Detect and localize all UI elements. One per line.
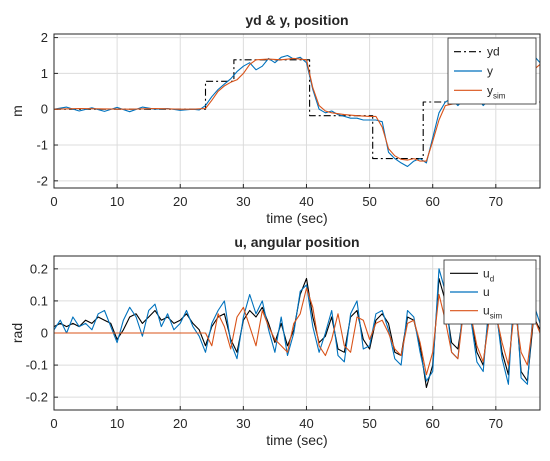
x-tick-label: 50 — [362, 194, 376, 209]
x-axis-label: time (sec) — [266, 210, 327, 226]
legend: yd y ysim — [447, 37, 537, 105]
y-tick-label: -0.2 — [26, 390, 48, 405]
x-tick-label: 40 — [299, 416, 313, 431]
y-axis-label: m — [9, 105, 25, 117]
legend-label-ud: ud — [483, 266, 494, 283]
legend: ud u usim — [443, 259, 537, 325]
legend-label-ysim: ysim — [487, 83, 506, 100]
x-tick-label: 10 — [110, 194, 124, 209]
y-tick-label: -2 — [36, 173, 48, 188]
legend-label-u: u — [483, 285, 490, 299]
chart-title: u, angular position — [234, 234, 359, 250]
x-tick-label: 60 — [425, 416, 439, 431]
y-tick-label: -1 — [36, 138, 48, 153]
axes-box — [53, 255, 541, 411]
y-tick-label: 1 — [41, 66, 48, 81]
x-tick-label: 70 — [489, 194, 503, 209]
x-tick-label: 0 — [50, 416, 57, 431]
chart-title: yd & y, position — [245, 12, 348, 28]
series-line-usim — [54, 287, 540, 376]
x-tick-label: 0 — [50, 194, 57, 209]
y-tick-label: -0.1 — [26, 358, 48, 373]
x-tick-label: 20 — [173, 194, 187, 209]
x-tick-label: 70 — [489, 416, 503, 431]
x-tick-label: 20 — [173, 416, 187, 431]
series-line-yd — [54, 59, 540, 160]
x-tick-label: 30 — [236, 416, 250, 431]
y-tick-label: 0.2 — [30, 261, 48, 276]
x-tick-label: 30 — [236, 194, 250, 209]
axes-box — [53, 33, 541, 189]
y-tick-label: 0 — [41, 326, 48, 341]
legend-label-usim: usim — [483, 304, 502, 321]
y-tick-label: 2 — [41, 30, 48, 45]
legend-label-y: y — [487, 64, 493, 78]
y-tick-label: 0 — [41, 102, 48, 117]
angular-position-plot: 0 10 20 30 40 50 60 70 0.2 0.1 0 -0.1 -0.2 u, angular… — [9, 234, 541, 448]
x-tick-label: 40 — [299, 194, 313, 209]
x-tick-label: 60 — [425, 194, 439, 209]
x-tick-label: 50 — [362, 416, 376, 431]
y-tick-label: 0.1 — [30, 293, 48, 308]
legend-label-yd: yd — [487, 45, 500, 59]
x-axis-label: time (sec) — [266, 432, 327, 448]
x-tick-label: 10 — [110, 416, 124, 431]
series-line-ysim — [54, 57, 540, 162]
y-axis-label: rad — [9, 323, 25, 343]
